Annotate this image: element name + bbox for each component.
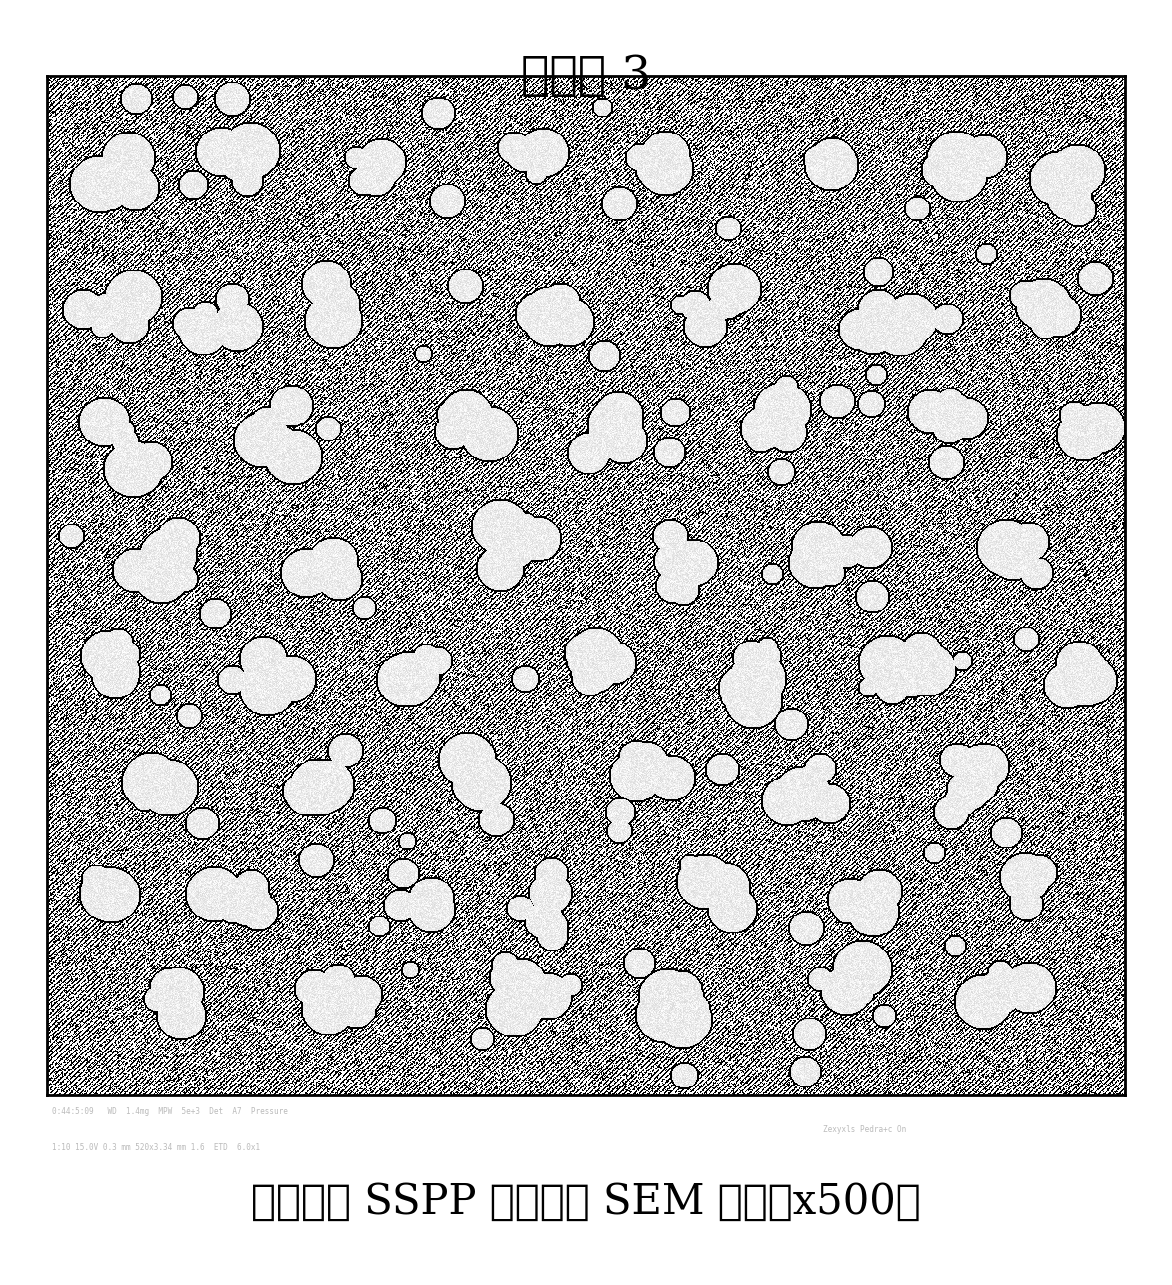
Text: 实施例 3: 实施例 3	[520, 54, 652, 99]
Text: 100μm: 100μm	[997, 1109, 1021, 1118]
Text: 0:44:5:09   WD  1.4mg  MPW  5e+3  Det  A7  Pressure: 0:44:5:09 WD 1.4mg MPW 5e+3 Det A7 Press…	[53, 1106, 288, 1117]
Text: Zexyxls Pedra+c On: Zexyxls Pedra+c On	[823, 1124, 906, 1133]
Text: 1:10 15.0V 0.3 mm 520x3.34 mm 1.6  ETD  6.0x1: 1:10 15.0V 0.3 mm 520x3.34 mm 1.6 ETD 6.…	[53, 1144, 260, 1153]
Text: 被包合的 SSPP 催化剂的 SEM 图像（x500）: 被包合的 SSPP 催化剂的 SEM 图像（x500）	[251, 1181, 921, 1223]
